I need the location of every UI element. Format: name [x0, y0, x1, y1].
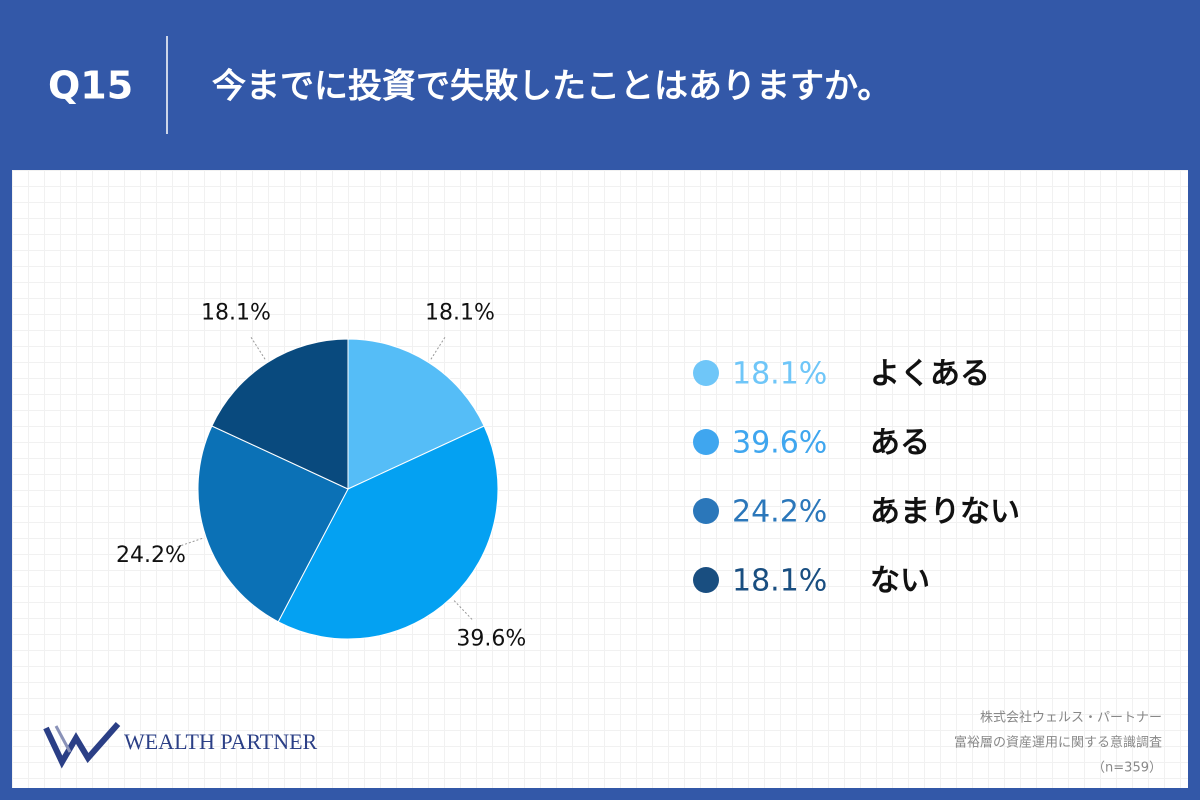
legend-marker	[693, 429, 719, 455]
legend-marker	[693, 498, 719, 524]
legend-label: ある	[870, 426, 930, 461]
pie-slice	[277, 425, 499, 640]
legend-label: ない	[870, 564, 930, 599]
data-label: 18.1%	[425, 301, 495, 326]
pie-slice	[347, 338, 485, 490]
leader-line	[250, 337, 266, 360]
question-number: Q15	[48, 64, 133, 108]
question: 今までに投資で失敗したことはありますか。	[212, 67, 891, 107]
source: （n=359）	[1092, 761, 1162, 776]
data-label: 24.2%	[116, 543, 186, 568]
source: 富裕層の資産運用に関する意識調査	[954, 735, 1162, 751]
legend-label: あまりない	[870, 495, 1020, 530]
leader-line	[177, 537, 203, 548]
legend-value: 24.2%	[732, 495, 827, 530]
logo-text: WEALTH PARTNER	[124, 729, 318, 754]
source: 株式会社ウェルス・パートナー	[980, 710, 1162, 726]
legend-label: よくある	[870, 357, 990, 392]
logo-mark	[43, 722, 121, 769]
legend-marker	[693, 567, 719, 593]
legend-value: 18.1%	[732, 564, 827, 599]
legend-marker	[693, 360, 719, 386]
pie-slice	[197, 425, 349, 623]
data-label: 39.6%	[456, 627, 526, 652]
legend-value: 39.6%	[732, 426, 827, 461]
leader-line	[430, 337, 446, 360]
panel	[12, 170, 1188, 788]
legend-value: 18.1%	[732, 357, 827, 392]
pie-slice	[211, 338, 349, 490]
data-label: 18.1%	[201, 301, 271, 326]
leader-line	[453, 600, 473, 620]
